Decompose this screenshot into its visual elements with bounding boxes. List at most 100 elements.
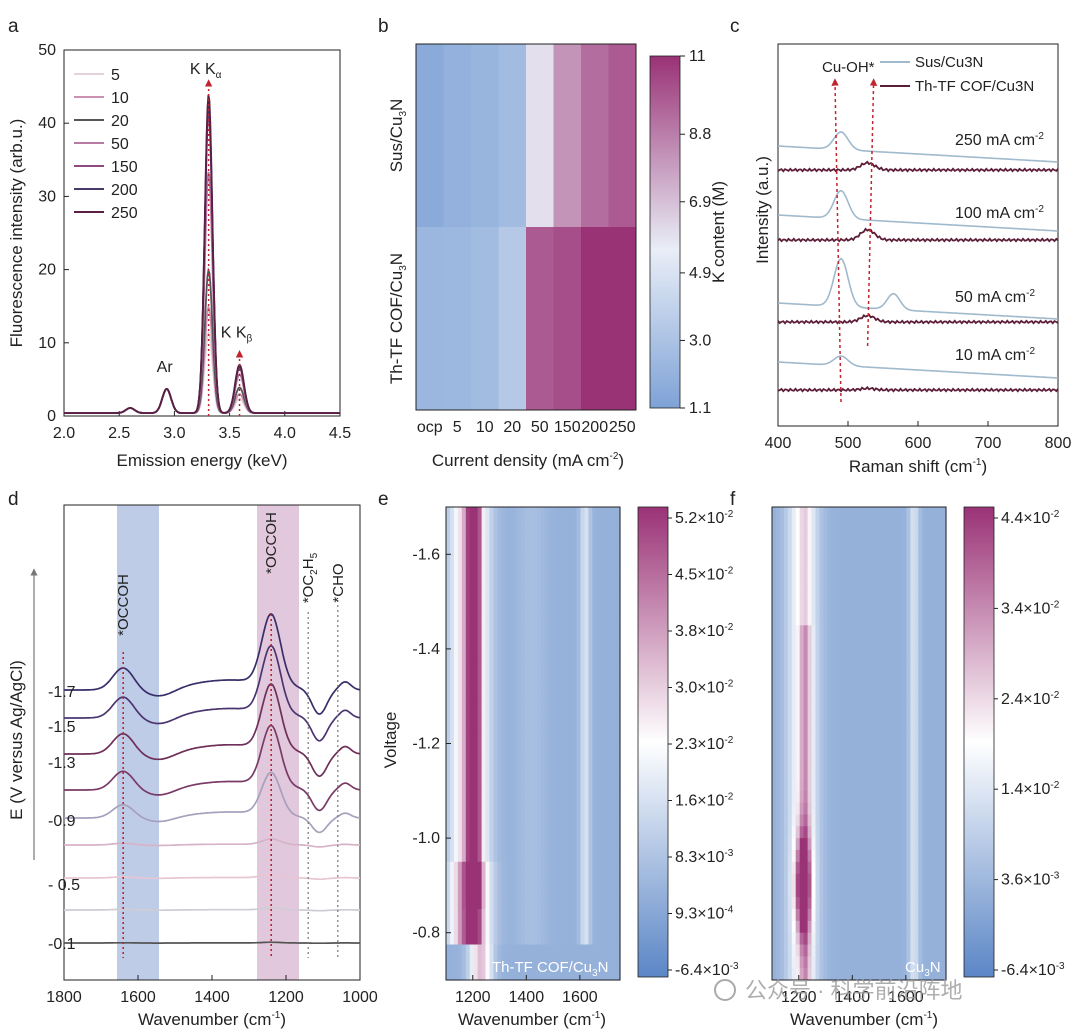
heatmap-cell xyxy=(497,838,502,851)
heatmap-cell xyxy=(874,554,880,567)
heatmap-cell xyxy=(811,601,817,614)
d-xtick-label-1800: 1800 xyxy=(46,989,82,1006)
heatmap-cell xyxy=(870,802,876,815)
heatmap-cell xyxy=(525,814,530,827)
heatmap-cell xyxy=(890,672,896,685)
heatmap-cell xyxy=(839,743,844,756)
heatmap-cell xyxy=(450,767,455,780)
heatmap-cell xyxy=(835,826,840,839)
heatmap-cell xyxy=(600,849,605,863)
heatmap-cell xyxy=(580,885,586,898)
heatmap-cell xyxy=(787,542,793,555)
heatmap-cell xyxy=(564,613,570,626)
heatmap-cell xyxy=(588,731,593,745)
heatmap-cell xyxy=(811,530,817,543)
heatmap-cell xyxy=(465,684,471,697)
heatmap-cell xyxy=(501,779,506,792)
heatmap-cell xyxy=(835,578,840,591)
heatmap-cell xyxy=(851,849,856,863)
heatmap-cell xyxy=(477,660,483,674)
heatmap-cell xyxy=(918,660,923,674)
heatmap-cell xyxy=(529,708,534,721)
heatmap-cell xyxy=(588,767,593,780)
heatmap-cell xyxy=(906,566,912,579)
heatmap-cell xyxy=(855,826,860,839)
heatmap-cell xyxy=(831,779,836,792)
heatmap-cell xyxy=(843,755,848,768)
heatmap-cell xyxy=(612,589,617,603)
heatmap-cell xyxy=(568,601,574,614)
heatmap-cell xyxy=(894,637,900,650)
heatmap-cell xyxy=(783,779,789,792)
heatmap-cell xyxy=(874,660,880,674)
heatmap-cell xyxy=(831,589,836,603)
heatmap-cell xyxy=(870,779,876,792)
heatmap-cell xyxy=(851,909,856,922)
heatmap-cell xyxy=(477,743,483,756)
heatmap-cell xyxy=(446,530,451,543)
heatmap-cell xyxy=(914,554,919,567)
heatmap-cell xyxy=(446,968,451,981)
heatmap-cell xyxy=(568,826,574,839)
heatmap-cell xyxy=(819,885,825,898)
heatmap-cell xyxy=(803,944,809,957)
heatmap-cell xyxy=(890,873,896,886)
heatmap-cell xyxy=(580,826,586,839)
heatmap-cell xyxy=(489,767,495,780)
heatmap-cell xyxy=(811,802,817,815)
heatmap-cell xyxy=(894,530,900,543)
heatmap-cell xyxy=(930,755,935,768)
heatmap-cell xyxy=(890,885,896,898)
heatmap-cell xyxy=(450,589,455,603)
heatmap-cell xyxy=(548,625,554,638)
heatmap-cell xyxy=(776,968,781,981)
heatmap-cell xyxy=(453,518,459,532)
heatmap-cell xyxy=(930,779,935,792)
heatmap-cell xyxy=(866,767,872,780)
heatmap-cell xyxy=(815,779,821,792)
heatmap-cell xyxy=(457,518,463,532)
heatmap-cell xyxy=(878,684,884,697)
heatmap-cell xyxy=(525,660,530,674)
heatmap-cell xyxy=(580,790,586,804)
b-colorbar-label-11: 11 xyxy=(689,48,706,65)
heatmap-cell xyxy=(783,566,789,579)
heatmap-cell xyxy=(560,909,566,922)
heatmap-cell xyxy=(839,897,844,910)
heatmap-cell xyxy=(847,873,852,886)
heatmap-cell xyxy=(457,826,463,839)
heatmap-cell xyxy=(855,601,860,614)
a-series-line-150 xyxy=(64,113,340,414)
heatmap-cell xyxy=(521,944,526,957)
heatmap-cell xyxy=(910,708,915,721)
heatmap-cell xyxy=(588,826,593,839)
heatmap-cell xyxy=(521,554,526,567)
heatmap-cell xyxy=(489,802,495,815)
heatmap-cell xyxy=(537,849,542,863)
heatmap-cell xyxy=(540,861,546,875)
heatmap-cell xyxy=(855,507,860,520)
heatmap-cell xyxy=(803,861,809,875)
heatmap-cell xyxy=(493,909,499,922)
heatmap-cell xyxy=(600,779,605,792)
heatmap-cell xyxy=(783,530,789,543)
heatmap-cell xyxy=(874,956,880,969)
b-cell-Sus/Cu3N-10 xyxy=(471,44,499,228)
heatmap-cell xyxy=(552,731,558,745)
heatmap-cell xyxy=(537,767,542,780)
heatmap-cell xyxy=(604,731,609,745)
heatmap-cell xyxy=(556,849,562,863)
heatmap-cell xyxy=(552,566,558,579)
heatmap-cell xyxy=(485,956,491,969)
heatmap-cell xyxy=(795,968,801,981)
heatmap-cell xyxy=(529,944,534,957)
heatmap-cell xyxy=(819,554,825,567)
heatmap-cell xyxy=(564,897,570,910)
heatmap-cell xyxy=(918,802,923,815)
heatmap-cell xyxy=(477,708,483,721)
heatmap-cell xyxy=(453,589,459,603)
heatmap-cell xyxy=(855,802,860,815)
heatmap-cell xyxy=(779,755,785,768)
heatmap-cell xyxy=(509,696,514,709)
